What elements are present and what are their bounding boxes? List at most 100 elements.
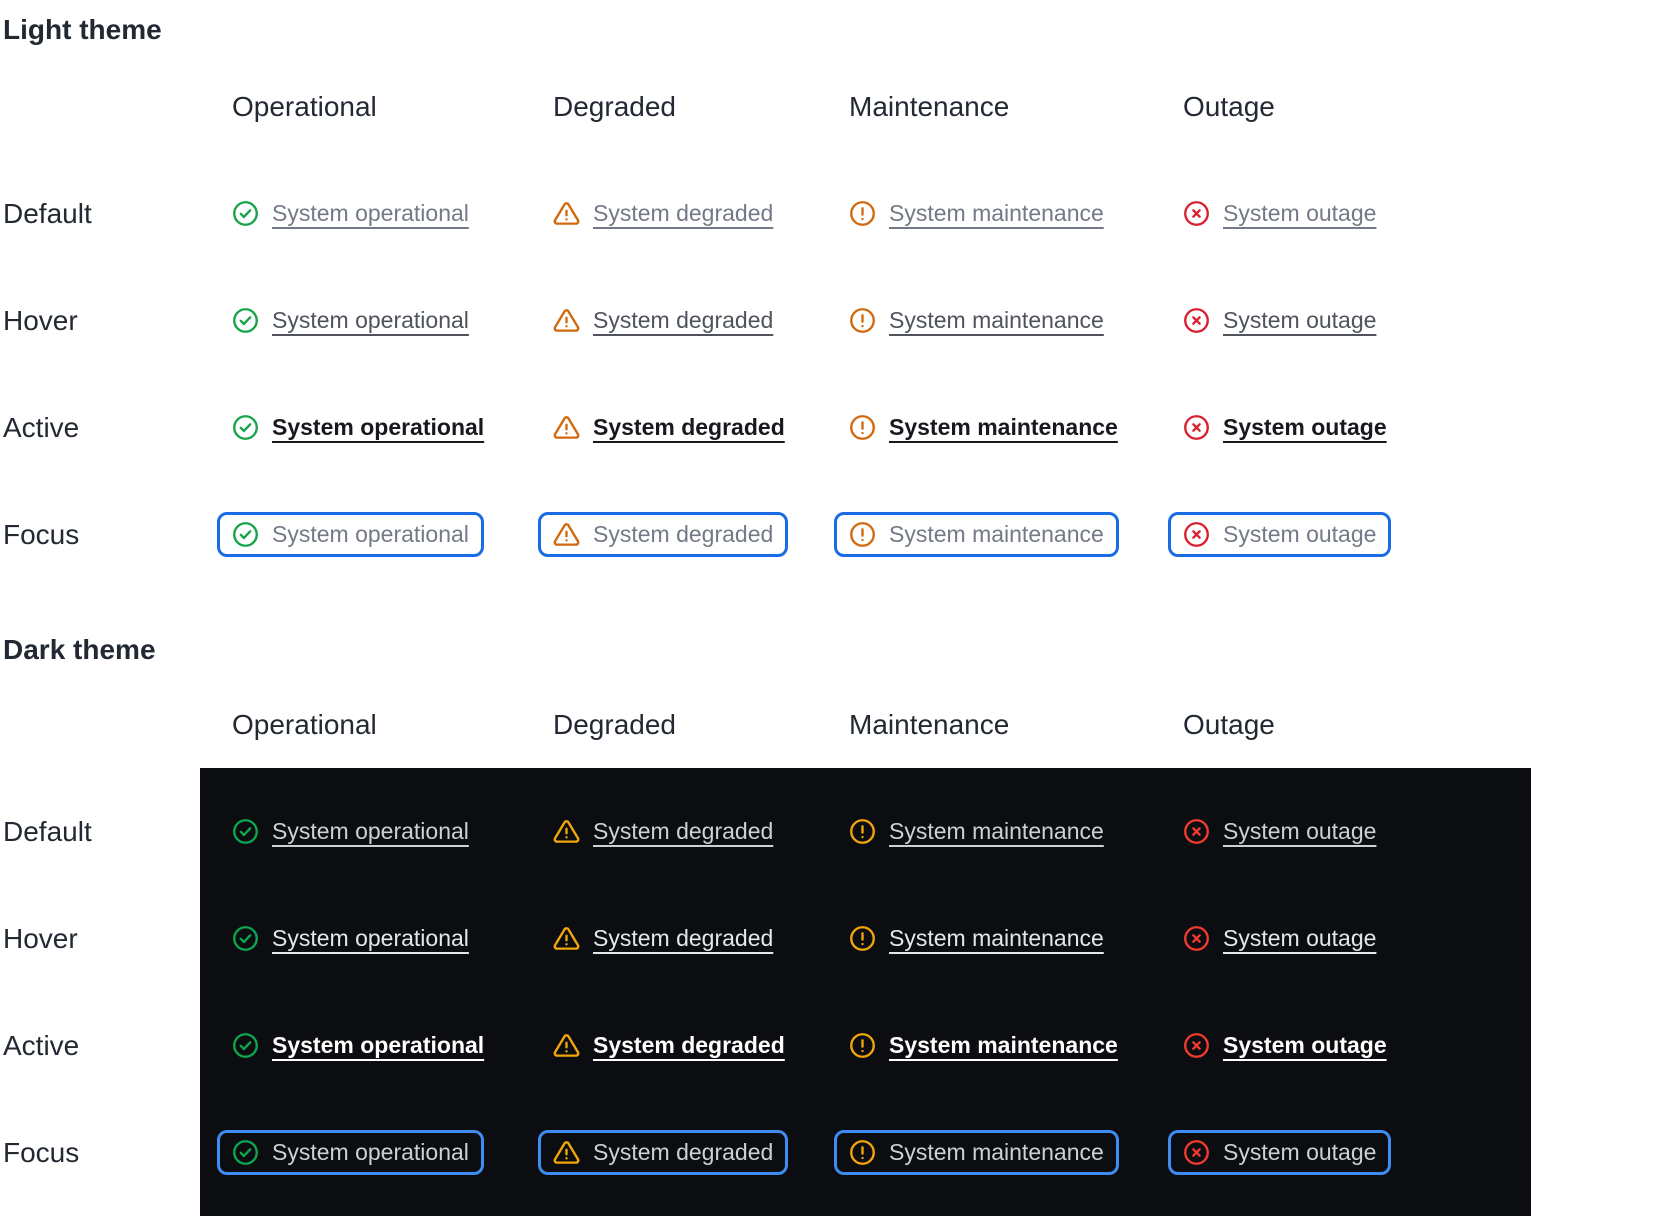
status-link-degraded-focus[interactable]: System degraded <box>538 1130 789 1175</box>
x-circle-icon <box>1183 1139 1210 1166</box>
status-link-label: System degraded <box>593 925 774 951</box>
alert-circle-icon <box>849 1032 876 1059</box>
dark-theme-grid: Operational Degraded Maintenance Outage … <box>0 671 1531 1206</box>
status-link-label: System degraded <box>593 1032 785 1058</box>
status-link-operational-default[interactable]: System operational <box>217 191 484 236</box>
status-link-label: System operational <box>272 200 469 226</box>
alert-circle-icon <box>849 818 876 845</box>
status-link-maintenance-focus[interactable]: System maintenance <box>834 1130 1119 1175</box>
x-circle-icon <box>1183 1032 1210 1059</box>
status-link-outage-default[interactable]: System outage <box>1168 809 1391 854</box>
x-circle-icon <box>1183 307 1210 334</box>
status-link-degraded-active[interactable]: System degraded <box>538 1023 800 1068</box>
alert-circle-icon <box>849 414 876 441</box>
warning-triangle-icon <box>553 521 580 548</box>
status-link-outage-default[interactable]: System outage <box>1168 191 1391 236</box>
x-circle-icon <box>1183 414 1210 441</box>
column-header-degraded: Degraded <box>553 708 676 740</box>
status-link-outage-active[interactable]: System outage <box>1168 405 1402 450</box>
x-circle-icon <box>1183 521 1210 548</box>
column-header-degraded: Degraded <box>553 90 676 122</box>
grid-corner <box>3 53 232 160</box>
row-label-default: Default <box>3 815 92 847</box>
check-circle-icon <box>232 521 259 548</box>
status-link-maintenance-active[interactable]: System maintenance <box>834 405 1133 450</box>
check-circle-icon <box>232 200 259 227</box>
column-header-operational: Operational <box>232 708 377 740</box>
status-link-label: System outage <box>1223 521 1377 547</box>
row-label-default: Default <box>3 197 92 229</box>
column-header-outage: Outage <box>1183 90 1275 122</box>
light-theme-grid: Operational Degraded Maintenance Outage … <box>0 53 1531 588</box>
check-circle-icon <box>232 1139 259 1166</box>
status-link-maintenance-active[interactable]: System maintenance <box>834 1023 1133 1068</box>
status-link-degraded-hover[interactable]: System degraded <box>538 916 788 961</box>
status-link-operational-focus[interactable]: System operational <box>217 1130 484 1175</box>
check-circle-icon <box>232 1032 259 1059</box>
status-link-label: System operational <box>272 521 469 547</box>
status-link-degraded-focus[interactable]: System degraded <box>538 512 789 557</box>
status-link-label: System maintenance <box>889 925 1104 951</box>
status-link-label: System outage <box>1223 1139 1377 1165</box>
alert-circle-icon <box>849 1139 876 1166</box>
light-theme-heading: Light theme <box>3 14 162 45</box>
status-link-degraded-default[interactable]: System degraded <box>538 191 788 236</box>
status-link-operational-active[interactable]: System operational <box>217 1023 499 1068</box>
row-label-hover: Hover <box>3 304 78 336</box>
check-circle-icon <box>232 925 259 952</box>
status-link-operational-hover[interactable]: System operational <box>217 916 484 961</box>
status-link-label: System maintenance <box>889 200 1104 226</box>
status-link-operational-default[interactable]: System operational <box>217 809 484 854</box>
status-link-label: System operational <box>272 1139 469 1165</box>
status-link-outage-active[interactable]: System outage <box>1168 1023 1402 1068</box>
status-link-label: System outage <box>1223 925 1377 951</box>
status-link-outage-hover[interactable]: System outage <box>1168 298 1391 343</box>
warning-triangle-icon <box>553 925 580 952</box>
alert-circle-icon <box>849 521 876 548</box>
check-circle-icon <box>232 414 259 441</box>
status-link-label: System degraded <box>593 200 774 226</box>
status-link-label: System degraded <box>593 414 785 440</box>
row-label-focus: Focus <box>3 518 80 550</box>
row-label-hover: Hover <box>3 922 78 954</box>
status-link-degraded-hover[interactable]: System degraded <box>538 298 788 343</box>
status-link-degraded-active[interactable]: System degraded <box>538 405 800 450</box>
status-link-label: System outage <box>1223 818 1377 844</box>
status-link-outage-focus[interactable]: System outage <box>1168 1130 1392 1175</box>
x-circle-icon <box>1183 925 1210 952</box>
status-link-operational-active[interactable]: System operational <box>217 405 499 450</box>
status-link-degraded-default[interactable]: System degraded <box>538 809 788 854</box>
x-circle-icon <box>1183 200 1210 227</box>
status-link-label: System maintenance <box>889 1032 1118 1058</box>
row-label-active: Active <box>3 1029 80 1061</box>
warning-triangle-icon <box>553 1032 580 1059</box>
status-link-label: System operational <box>272 925 469 951</box>
alert-circle-icon <box>849 200 876 227</box>
alert-circle-icon <box>849 307 876 334</box>
x-circle-icon <box>1183 818 1210 845</box>
status-link-maintenance-default[interactable]: System maintenance <box>834 191 1119 236</box>
status-link-label: System outage <box>1223 200 1377 226</box>
status-link-maintenance-focus[interactable]: System maintenance <box>834 512 1119 557</box>
status-link-label: System maintenance <box>889 1139 1104 1165</box>
status-link-operational-focus[interactable]: System operational <box>217 512 484 557</box>
status-link-label: System degraded <box>593 818 774 844</box>
status-link-label: System maintenance <box>889 414 1118 440</box>
status-link-maintenance-hover[interactable]: System maintenance <box>834 916 1119 961</box>
status-link-maintenance-hover[interactable]: System maintenance <box>834 298 1119 343</box>
column-header-operational: Operational <box>232 90 377 122</box>
row-label-active: Active <box>3 411 80 443</box>
grid-corner <box>3 671 232 778</box>
status-link-outage-hover[interactable]: System outage <box>1168 916 1391 961</box>
status-link-label: System outage <box>1223 1032 1387 1058</box>
status-link-label: System outage <box>1223 307 1377 333</box>
status-link-operational-hover[interactable]: System operational <box>217 298 484 343</box>
status-link-label: System operational <box>272 307 469 333</box>
status-link-outage-focus[interactable]: System outage <box>1168 512 1392 557</box>
warning-triangle-icon <box>553 1139 580 1166</box>
status-link-label: System degraded <box>593 521 774 547</box>
column-header-outage: Outage <box>1183 708 1275 740</box>
warning-triangle-icon <box>553 818 580 845</box>
status-link-maintenance-default[interactable]: System maintenance <box>834 809 1119 854</box>
